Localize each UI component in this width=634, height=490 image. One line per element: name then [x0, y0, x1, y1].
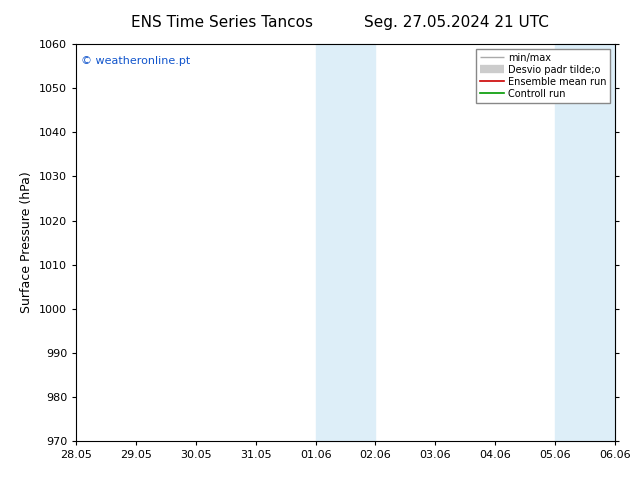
Bar	[555, 44, 615, 441]
Text: ENS Time Series Tancos: ENS Time Series Tancos	[131, 15, 313, 30]
Text: © weatheronline.pt: © weatheronline.pt	[81, 56, 191, 66]
Y-axis label: Surface Pressure (hPa): Surface Pressure (hPa)	[20, 172, 34, 314]
Text: Seg. 27.05.2024 21 UTC: Seg. 27.05.2024 21 UTC	[364, 15, 549, 30]
Legend: min/max, Desvio padr tilde;o, Ensemble mean run, Controll run: min/max, Desvio padr tilde;o, Ensemble m…	[476, 49, 610, 102]
Bar	[316, 44, 375, 441]
